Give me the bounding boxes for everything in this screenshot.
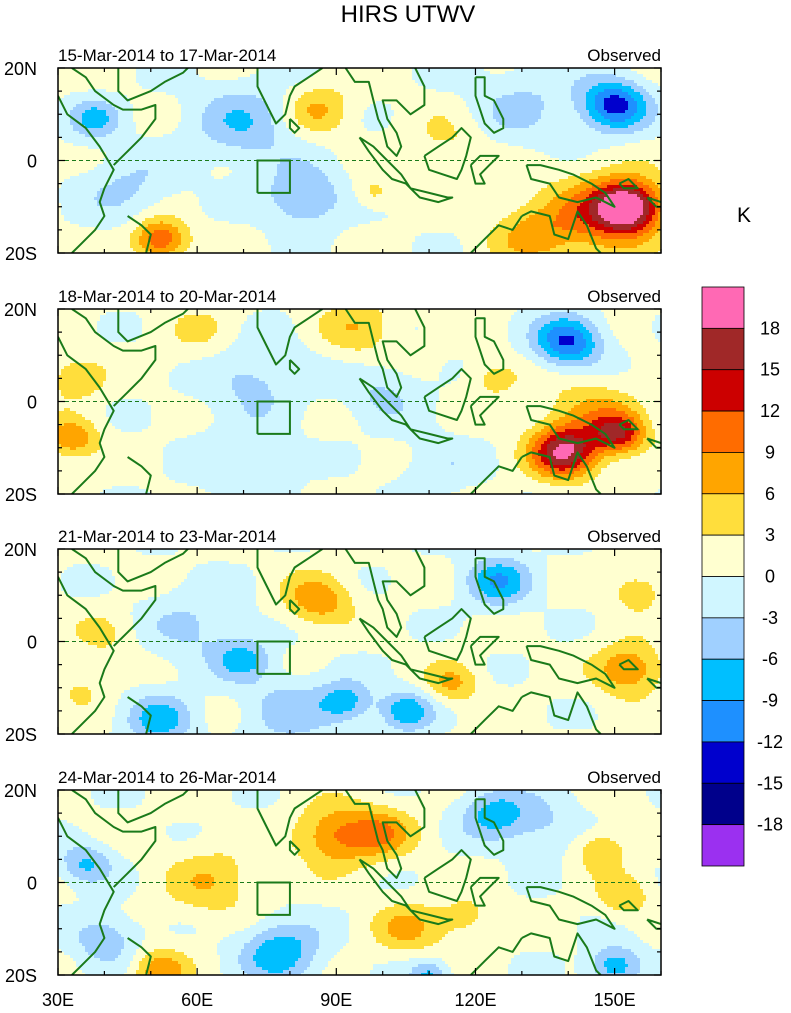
colorbar-label: -18 (757, 815, 783, 835)
y-tick-label: 0 (27, 874, 37, 894)
colorbar-swatch (701, 700, 745, 743)
y-tick-label: 20S (5, 966, 37, 986)
colorbar-swatch (701, 493, 745, 536)
colorbar-swatch (701, 617, 745, 660)
y-tick-label: 0 (27, 393, 37, 413)
colorbar-label: 15 (760, 360, 780, 380)
x-tick-label: 150E (594, 990, 636, 1010)
colorbar-label: 9 (765, 442, 775, 462)
colorbar-swatch (701, 369, 745, 412)
panel-label: Observed (587, 527, 661, 546)
colorbar-label: -9 (762, 691, 778, 711)
colorbar-label: 18 (760, 318, 780, 338)
panel-label: Observed (587, 46, 661, 65)
map-panels: 15-Mar-2014 to 17-Mar-2014 Observed 20N 0 20… (4, 46, 662, 986)
colorbar-label: 0 (765, 567, 775, 587)
x-axis: 30E 60E 90E 120E 150E (42, 990, 636, 1010)
panel-date-range: 15-Mar-2014 to 17-Mar-2014 (58, 46, 276, 65)
colorbar-label: -15 (757, 773, 783, 793)
colorbar-label: 6 (765, 484, 775, 504)
y-tick-label: 20S (5, 725, 37, 745)
x-tick-label: 30E (42, 990, 74, 1010)
panel-label: Observed (587, 768, 661, 787)
colorbar-swatch (701, 782, 745, 826)
y-tick-label: 20N (4, 781, 37, 801)
y-tick-label: 20N (4, 300, 37, 320)
figure-title: HIRS UTWV (341, 1, 476, 28)
y-tick-label: 20S (5, 244, 37, 264)
colorbar-label: -6 (762, 649, 778, 669)
x-tick-label: 90E (320, 990, 352, 1010)
map-panel: 15-Mar-2014 to 17-Mar-2014 Observed 20N 0 20… (4, 46, 662, 264)
y-tick-label: 20S (5, 485, 37, 505)
unit-label: K (737, 204, 751, 227)
map-panel: 18-Mar-2014 to 20-Mar-2014 Observed 20N 0 20… (4, 287, 662, 505)
colorbar-swatch (701, 452, 745, 495)
colorbar-swatch (701, 658, 745, 701)
colorbar-label: -12 (757, 732, 783, 752)
panel-date-range: 24-Mar-2014 to 26-Mar-2014 (58, 768, 276, 787)
map-panel: 24-Mar-2014 to 26-Mar-2014 Observed 20N 0 20… (4, 768, 662, 986)
colorbar-swatch (701, 534, 745, 577)
colorbar-swatch (701, 824, 745, 867)
colorbar-swatch (701, 410, 745, 453)
colorbar-swatch (701, 327, 745, 371)
y-tick-label: 0 (27, 152, 37, 172)
coastlines (58, 549, 661, 734)
colorbar: 18 15 12 9 6 3 0 -3 -6 -9 -12 -15 -18 (701, 286, 783, 867)
x-tick-label: 60E (181, 990, 213, 1010)
map-panel: 21-Mar-2014 to 23-Mar-2014 Observed 20N 0 20… (4, 527, 662, 745)
colorbar-label: 3 (765, 525, 775, 545)
coastlines (58, 68, 661, 253)
panel-date-range: 21-Mar-2014 to 23-Mar-2014 (58, 527, 276, 546)
coastlines (58, 790, 661, 975)
panel-date-range: 18-Mar-2014 to 20-Mar-2014 (58, 287, 276, 306)
y-tick-label: 20N (4, 59, 37, 79)
colorbar-swatch (701, 576, 745, 619)
colorbar-label: 12 (760, 401, 780, 421)
panel-label: Observed (587, 287, 661, 306)
y-tick-label: 0 (27, 633, 37, 653)
colorbar-label: -3 (762, 608, 778, 628)
y-tick-label: 20N (4, 540, 37, 560)
colorbar-swatch (701, 286, 745, 329)
x-tick-label: 120E (454, 990, 496, 1010)
colorbar-swatch (701, 741, 745, 784)
